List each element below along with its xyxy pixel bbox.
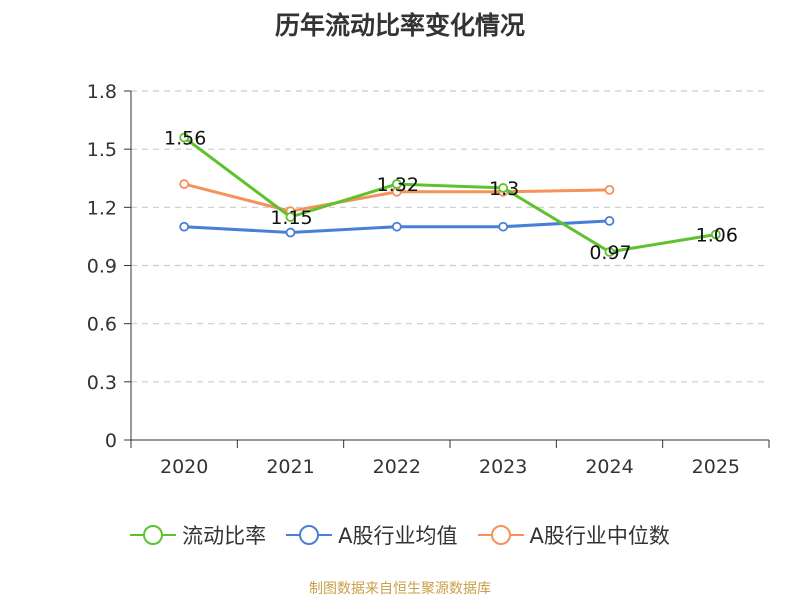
legend: 流动比率 A股行业均值 A股行业中位数 — [0, 520, 800, 550]
series-point-0 — [179, 132, 190, 143]
series-line-0 — [183, 136, 717, 254]
series-point-0 — [710, 229, 721, 240]
data-label: 1.15 — [270, 207, 312, 229]
data-label: 1.32 — [377, 174, 419, 196]
data-label: 1.06 — [696, 224, 738, 246]
y-tick-label: 1.2 — [87, 197, 117, 219]
series-point-1 — [391, 221, 402, 232]
series-point-0 — [285, 212, 296, 222]
legend-label-industry-mean: A股行业均值 — [338, 524, 458, 548]
legend-item-current-ratio[interactable]: 流动比率 — [130, 520, 266, 550]
legend-label-industry-median: A股行业中位数 — [529, 524, 670, 548]
y-tick-label: 0 — [105, 430, 117, 452]
x-tick-label: 2022 — [373, 456, 421, 478]
y-tick-label: 1.8 — [87, 81, 117, 103]
series-point-2 — [179, 179, 190, 189]
series-point-1 — [285, 227, 296, 238]
x-tick-label: 2020 — [160, 456, 208, 478]
x-tick-label: 2024 — [585, 456, 633, 478]
series-point-1 — [179, 221, 190, 232]
series-point-1 — [498, 221, 509, 232]
legend-label-current-ratio: 流动比率 — [182, 524, 267, 548]
legend-item-industry-mean[interactable]: A股行业均值 — [286, 520, 458, 550]
y-tick-label: 0.3 — [87, 372, 117, 394]
legend-swatch-current-ratio-icon — [130, 525, 177, 545]
y-tick-label: 0.9 — [87, 256, 117, 278]
y-tick-label: 1.5 — [87, 139, 117, 161]
x-tick-label: 2023 — [479, 456, 527, 478]
data-label: 0.97 — [589, 242, 631, 264]
series-point-2 — [604, 184, 615, 195]
legend-swatch-industry-mean-icon — [286, 525, 333, 545]
series-point-0 — [604, 247, 615, 257]
series-point-0 — [391, 179, 402, 189]
source-note: 制图数据来自恒生聚源数据库 — [309, 581, 491, 597]
x-tick-label: 2025 — [692, 456, 740, 478]
data-label: 1.3 — [489, 178, 519, 200]
legend-item-industry-median[interactable]: A股行业中位数 — [477, 520, 670, 550]
data-label: 1.56 — [164, 128, 206, 150]
series-point-1 — [604, 216, 615, 226]
chart-title: 历年流动比率变化情况 — [274, 11, 525, 40]
legend-swatch-industry-median-icon — [477, 525, 524, 545]
x-tick-label: 2021 — [266, 456, 314, 478]
y-tick-label: 0.6 — [87, 314, 117, 336]
series-point-0 — [498, 183, 509, 193]
